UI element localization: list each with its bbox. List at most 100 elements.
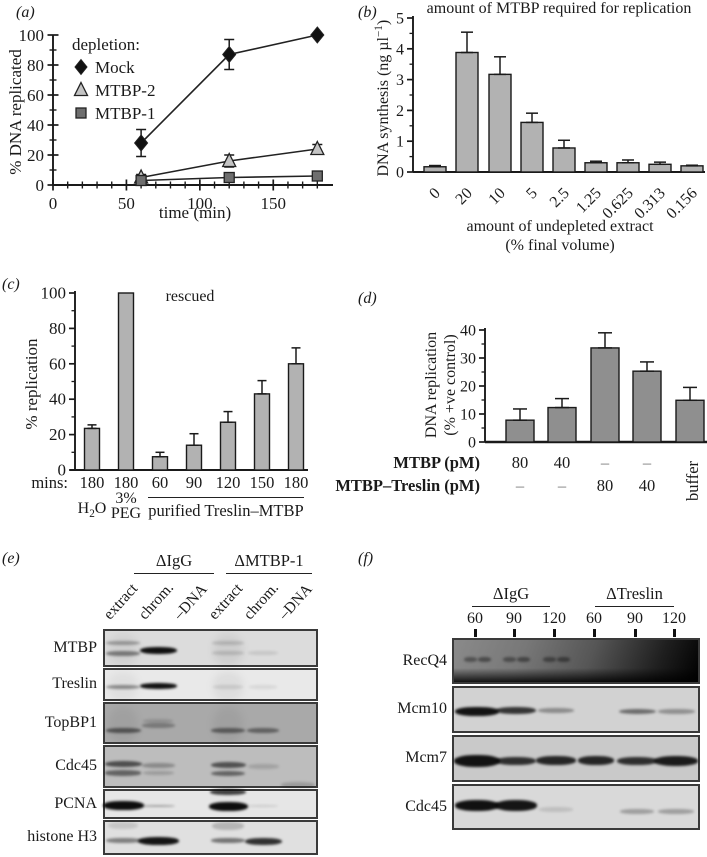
blot-band [208, 801, 248, 811]
blot-band [516, 657, 530, 662]
blot-band [213, 684, 243, 689]
blot-strip-histone-h3 [103, 820, 318, 855]
lane-tick [473, 629, 477, 637]
panel-f-row-mcm7: Mcm7 [405, 749, 447, 766]
panel-b: (b) amount of MTBP required for replicat… [355, 0, 707, 266]
blot-band [578, 756, 614, 765]
panel-c-group-bracket [148, 497, 304, 498]
condition-value: – [642, 453, 652, 472]
bar [552, 147, 576, 173]
bar [117, 292, 135, 471]
y-tick-label: 80 [49, 319, 66, 338]
panel-f-group-igg: ΔIgG [472, 584, 550, 607]
panel-e-lane-label-6: –DNA [275, 580, 316, 623]
blot-band [213, 672, 243, 701]
blot-band [454, 754, 500, 767]
y-tick-label: 60 [49, 354, 66, 373]
bar [547, 406, 577, 443]
panel-a: (a) 0 20 40 60 80 100 0 50 100 150 depletion: Mock M… [0, 0, 352, 266]
panel-f-lane-label-3: 120 [542, 610, 566, 627]
blot-band [618, 708, 656, 715]
panel-e-group-igg: ΔIgG [134, 551, 214, 574]
panel-c-group-peg: 3% PEG [110, 490, 142, 522]
x-tick-label: 5 [523, 185, 541, 203]
panel-e-lane-label-3: –DNA [170, 580, 211, 623]
panel-f-row-mcm10: Mcm10 [397, 700, 447, 717]
blot-band [536, 756, 576, 765]
blot-band [213, 706, 243, 744]
blot-band [496, 756, 536, 765]
blot-band [143, 718, 173, 723]
x-tick-label: 0.313 [631, 185, 668, 222]
bar [680, 165, 704, 173]
blot-band [105, 727, 141, 733]
panel-d-y-axis-label: DNA replication (% +ve control) [423, 331, 459, 439]
panel-e-row-cdc45: Cdc45 [55, 757, 97, 774]
blot-band [108, 822, 138, 829]
blot-strip-pcna [102, 789, 318, 819]
legend-label: Mock [95, 58, 135, 77]
mins-value: 150 [250, 473, 275, 492]
panel-c-annotation: rescued [165, 288, 215, 305]
blot-band [247, 763, 279, 769]
blot-band [539, 806, 573, 812]
blot-band [210, 789, 246, 796]
blot-band [463, 657, 477, 662]
condition-value: – [515, 476, 525, 495]
blot-strip-recq4 [452, 638, 700, 684]
panel-e-group-mtbp1: ΔMTBP-1 [226, 551, 312, 574]
panel-e-lane-label-2: chrom. [135, 579, 178, 623]
blot-strip-topbp1 [103, 702, 318, 744]
panel-e-row-treslin: Treslin [52, 675, 97, 692]
blot-band [495, 799, 537, 811]
lane-tick [592, 629, 596, 637]
line-chart-dna-replicated: 0 20 40 60 80 100 0 50 100 150 depletion: Mock MTBP-… [19, 26, 333, 213]
x-tick-label: 0 [426, 185, 444, 203]
blot-band [455, 707, 499, 716]
blot-band [496, 707, 536, 715]
condition-row-label: MTBP–Treslin (pM) [335, 476, 480, 495]
y-tick-label: 5 [396, 11, 404, 28]
bar [488, 73, 512, 173]
legend-label: MTBP-1 [95, 104, 155, 123]
lane-tick [552, 629, 556, 637]
panel-a-x-axis-label: time (min) [158, 203, 232, 222]
mins-value: 180 [284, 473, 309, 492]
blot-band [212, 821, 244, 830]
condition-value: 40 [639, 476, 656, 495]
panel-b-x-axis-label-line1: amount of undepleted extract [466, 218, 654, 235]
panel-f-row-cdc45: Cdc45 [405, 798, 447, 815]
y-tick-label: 20 [460, 379, 476, 396]
blot-band [249, 685, 277, 689]
condition-row-label: MTBP (pM) [393, 453, 480, 472]
blot-strip-mtbp [103, 629, 318, 667]
blot-band [142, 770, 174, 775]
panel-f-lane-label-2: 90 [506, 610, 522, 627]
condition-value: 40 [554, 453, 571, 472]
bar [253, 393, 271, 471]
blot-strip-mcm7 [452, 735, 700, 782]
diamond-marker [310, 26, 325, 44]
bar [520, 121, 544, 173]
diamond-marker [74, 58, 88, 76]
lane-tick [672, 629, 676, 637]
panel-e: (e) ΔIgG ΔMTBP-1 extract chrom. –DNA ext… [0, 550, 352, 857]
blot-band [106, 684, 140, 690]
buffer-label: buffer [683, 460, 702, 501]
y-tick-label: 40 [27, 116, 44, 135]
blot-band [542, 657, 556, 662]
x-tick-label: 0 [49, 194, 58, 213]
blot-band [658, 808, 694, 814]
bar [185, 444, 203, 471]
blot-band [105, 770, 141, 776]
blot-band [248, 805, 278, 807]
blot-band [137, 837, 179, 846]
triangle-marker [309, 140, 325, 156]
y-tick-label: 2 [396, 103, 404, 120]
blot-band [455, 799, 499, 811]
bar [584, 162, 608, 173]
square-marker [311, 170, 323, 182]
condition-value: – [600, 453, 610, 472]
